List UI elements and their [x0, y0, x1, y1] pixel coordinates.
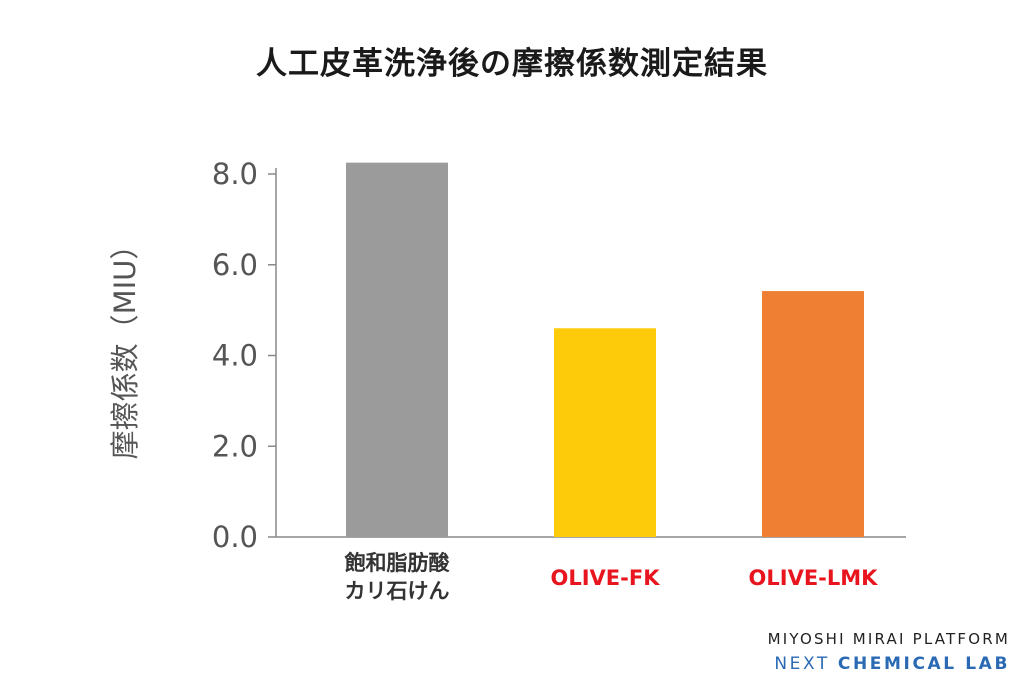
chart-title: 人工皮革洗浄後の摩擦係数測定結果 [256, 46, 768, 82]
y-tick-label: 8.0 [212, 157, 258, 191]
category-label-line: OLIVE-FK [551, 566, 661, 590]
category-label: OLIVE-LMK [749, 566, 879, 590]
bar [762, 291, 864, 537]
bar [346, 162, 448, 537]
y-axis-label: 摩擦係数（MIU） [108, 231, 142, 460]
category-label-line: 飽和脂肪酸 [344, 551, 451, 575]
footer-platform-name: MIYOSHI MIRAI PLATFORM [767, 630, 1010, 648]
y-tick-label: 4.0 [212, 339, 258, 373]
category-label-line: OLIVE-LMK [749, 566, 879, 590]
y-tick-label: 6.0 [212, 248, 258, 282]
bars [346, 162, 864, 537]
category-label: 飽和脂肪酸カリ石けん [344, 551, 451, 603]
category-labels: 飽和脂肪酸カリ石けん OLIVE-FK OLIVE-LMK [344, 551, 879, 603]
bar [554, 328, 656, 537]
footer-lab-name-chemical: CHEMICAL LAB [837, 654, 1010, 674]
category-label-line: カリ石けん [345, 579, 450, 603]
y-axis: 0.0 2.0 4.0 6.0 8.0 [212, 157, 277, 554]
footer-logo: MIYOSHI MIRAI PLATFORM NEXT CHEMICAL LAB [768, 632, 1010, 673]
footer-lab-name-next: NEXT [774, 654, 838, 674]
footer-lab-name: NEXT CHEMICAL LAB [768, 656, 1010, 673]
y-tick-label: 0.0 [212, 520, 258, 554]
category-label: OLIVE-FK [551, 566, 661, 590]
y-tick-label: 2.0 [212, 429, 258, 463]
